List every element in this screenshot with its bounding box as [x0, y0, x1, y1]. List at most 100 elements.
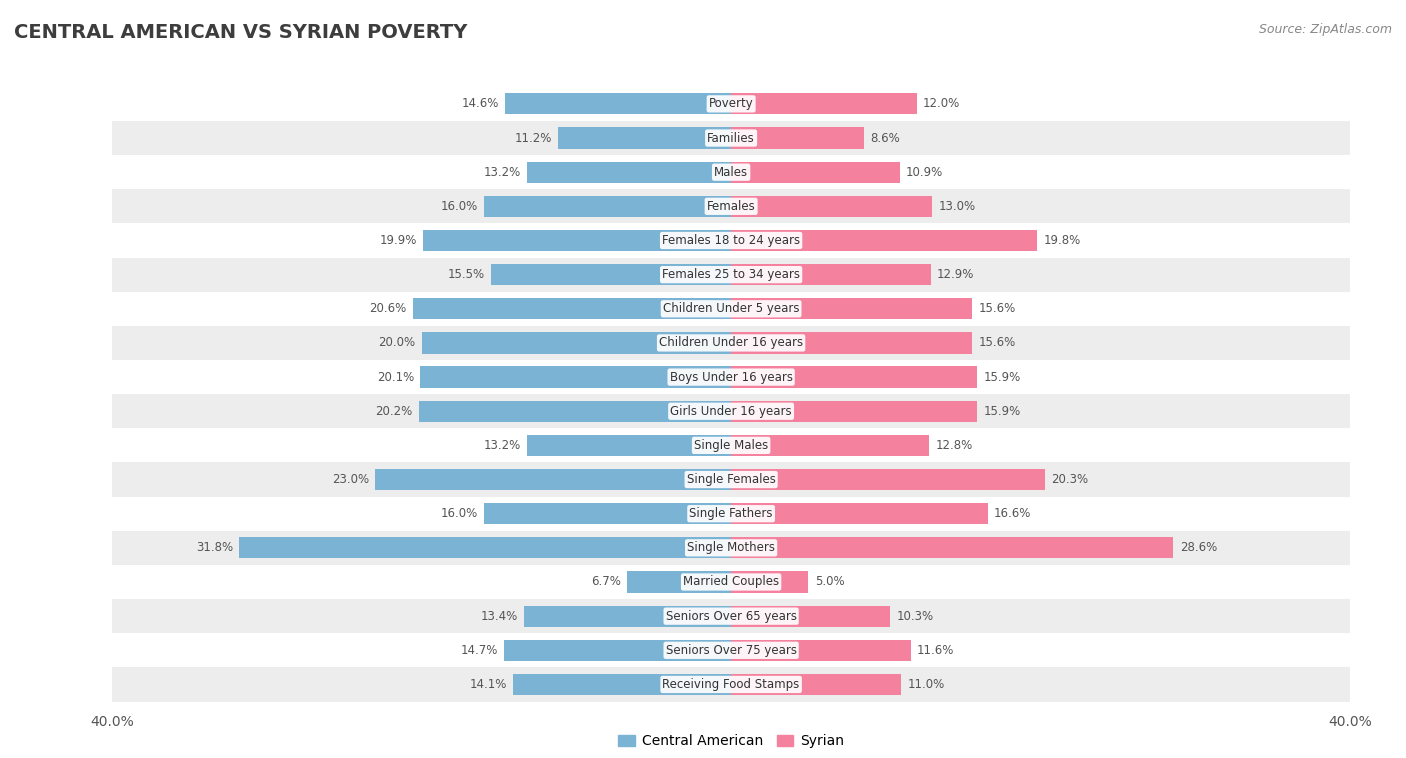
Text: Seniors Over 75 years: Seniors Over 75 years — [665, 644, 797, 656]
Bar — [731, 332, 973, 353]
Text: Children Under 16 years: Children Under 16 years — [659, 337, 803, 349]
Bar — [112, 224, 1350, 258]
Bar — [112, 155, 1350, 190]
Text: 14.6%: 14.6% — [461, 97, 499, 111]
Bar — [112, 531, 1350, 565]
Text: 12.0%: 12.0% — [922, 97, 960, 111]
Text: 6.7%: 6.7% — [592, 575, 621, 588]
Text: Females 25 to 34 years: Females 25 to 34 years — [662, 268, 800, 281]
Bar — [112, 87, 1350, 121]
Text: Receiving Food Stamps: Receiving Food Stamps — [662, 678, 800, 691]
Bar — [112, 360, 1350, 394]
Bar — [422, 332, 731, 353]
Bar — [112, 190, 1350, 224]
Bar — [731, 196, 932, 217]
Text: 16.0%: 16.0% — [440, 507, 478, 520]
Text: 11.0%: 11.0% — [907, 678, 945, 691]
Text: 20.2%: 20.2% — [375, 405, 412, 418]
Bar — [484, 503, 731, 525]
Text: 10.3%: 10.3% — [897, 609, 934, 622]
Text: 14.1%: 14.1% — [470, 678, 508, 691]
Text: 20.3%: 20.3% — [1052, 473, 1088, 486]
Text: Single Females: Single Females — [686, 473, 776, 486]
Text: Married Couples: Married Couples — [683, 575, 779, 588]
Bar — [627, 572, 731, 593]
Bar — [731, 435, 929, 456]
Bar — [112, 599, 1350, 633]
Text: 13.2%: 13.2% — [484, 439, 520, 452]
Bar — [112, 667, 1350, 701]
Text: Seniors Over 65 years: Seniors Over 65 years — [665, 609, 797, 622]
Text: 15.6%: 15.6% — [979, 302, 1015, 315]
Bar — [239, 537, 731, 559]
Bar — [731, 537, 1174, 559]
Bar — [527, 435, 731, 456]
Text: Single Mothers: Single Mothers — [688, 541, 775, 554]
Text: 8.6%: 8.6% — [870, 132, 900, 145]
Text: CENTRAL AMERICAN VS SYRIAN POVERTY: CENTRAL AMERICAN VS SYRIAN POVERTY — [14, 23, 467, 42]
Bar — [731, 298, 973, 319]
Text: 19.8%: 19.8% — [1043, 234, 1081, 247]
Bar — [731, 674, 901, 695]
Text: 14.7%: 14.7% — [460, 644, 498, 656]
Text: 10.9%: 10.9% — [905, 166, 943, 179]
Text: 13.0%: 13.0% — [938, 200, 976, 213]
Bar — [731, 264, 931, 285]
Text: 15.9%: 15.9% — [983, 405, 1021, 418]
Bar — [492, 264, 731, 285]
Bar — [419, 401, 731, 421]
Bar — [513, 674, 731, 695]
Text: 28.6%: 28.6% — [1180, 541, 1216, 554]
Bar — [731, 367, 977, 387]
Bar — [375, 469, 731, 490]
Text: 19.9%: 19.9% — [380, 234, 418, 247]
Text: 15.9%: 15.9% — [983, 371, 1021, 384]
Bar — [112, 496, 1350, 531]
Bar — [420, 367, 731, 387]
Bar — [527, 161, 731, 183]
Bar — [731, 572, 808, 593]
Text: 11.6%: 11.6% — [917, 644, 955, 656]
Text: Girls Under 16 years: Girls Under 16 years — [671, 405, 792, 418]
Text: 15.6%: 15.6% — [979, 337, 1015, 349]
Legend: Central American, Syrian: Central American, Syrian — [613, 729, 849, 754]
Bar — [731, 469, 1045, 490]
Bar — [731, 161, 900, 183]
Text: 11.2%: 11.2% — [515, 132, 551, 145]
Bar — [505, 93, 731, 114]
Bar — [484, 196, 731, 217]
Text: 12.8%: 12.8% — [935, 439, 973, 452]
Text: Single Males: Single Males — [695, 439, 768, 452]
Text: 15.5%: 15.5% — [449, 268, 485, 281]
Bar — [112, 462, 1350, 496]
Bar — [112, 292, 1350, 326]
Text: 12.9%: 12.9% — [936, 268, 974, 281]
Bar — [731, 93, 917, 114]
Bar — [112, 633, 1350, 667]
Bar — [503, 640, 731, 661]
Bar — [731, 127, 865, 149]
Bar — [731, 401, 977, 421]
Text: Males: Males — [714, 166, 748, 179]
Text: Single Fathers: Single Fathers — [689, 507, 773, 520]
Bar — [731, 606, 890, 627]
Bar — [112, 428, 1350, 462]
Bar — [423, 230, 731, 251]
Text: Families: Families — [707, 132, 755, 145]
Bar — [112, 326, 1350, 360]
Text: Children Under 5 years: Children Under 5 years — [662, 302, 800, 315]
Bar — [112, 258, 1350, 292]
Bar — [558, 127, 731, 149]
Text: 13.4%: 13.4% — [481, 609, 517, 622]
Bar — [731, 503, 988, 525]
Text: 23.0%: 23.0% — [332, 473, 370, 486]
Bar — [112, 121, 1350, 155]
Bar — [731, 640, 911, 661]
Text: 16.0%: 16.0% — [440, 200, 478, 213]
Bar — [412, 298, 731, 319]
Text: Poverty: Poverty — [709, 97, 754, 111]
Text: Boys Under 16 years: Boys Under 16 years — [669, 371, 793, 384]
Bar — [524, 606, 731, 627]
Text: 20.1%: 20.1% — [377, 371, 415, 384]
Text: 20.6%: 20.6% — [370, 302, 406, 315]
